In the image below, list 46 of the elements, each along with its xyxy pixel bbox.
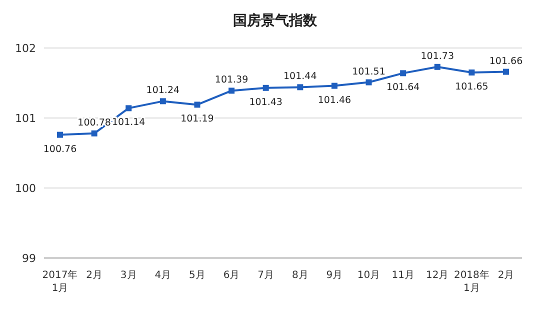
data-label: 101.73	[420, 50, 454, 62]
point	[160, 98, 166, 104]
x-tick-label: 7月	[258, 270, 274, 281]
point	[434, 64, 440, 70]
data-label: 101.43	[249, 96, 282, 108]
x-tick-label: 5月	[189, 270, 206, 281]
x-tick-label: 4月	[154, 270, 172, 281]
x-tick-label: 2月	[86, 270, 102, 281]
data-label: 101.64	[386, 82, 420, 94]
data-label: 100.76	[43, 144, 77, 155]
data-label: 101.14	[112, 117, 146, 128]
data-label: 101.51	[352, 66, 386, 78]
point	[331, 82, 338, 89]
point	[503, 68, 509, 75]
x-tick-label: 9月	[326, 270, 343, 281]
x-tick-label: 12月	[426, 270, 449, 281]
point	[468, 70, 475, 76]
data-label: 101.39	[214, 74, 248, 86]
x-tick-label: 11月	[392, 270, 414, 281]
y-tick-label: 100	[15, 182, 36, 195]
y-tick-label: 99	[22, 252, 36, 265]
x-tick-label: 10月	[357, 270, 380, 281]
y-tick-label: 102	[15, 42, 36, 55]
data-label: 101.65	[455, 82, 488, 92]
point	[57, 132, 63, 138]
point	[91, 130, 98, 136]
x-tick-label: 2017年 1月	[42, 269, 78, 294]
x-tick-label: 2018年 1月	[454, 269, 490, 294]
point	[126, 105, 132, 112]
point	[366, 79, 372, 86]
data-label: 101.46	[318, 94, 352, 106]
x-tick-label: 6月	[223, 270, 240, 281]
x-tick-label: 2月	[498, 270, 514, 281]
data-label: 101.24	[146, 85, 180, 96]
point	[400, 70, 406, 76]
data-label: 101.19	[180, 114, 214, 125]
data-label: 101.44	[284, 71, 317, 82]
y-tick-label: 101	[15, 112, 36, 125]
x-tick-label: 8月	[292, 270, 308, 281]
point	[297, 84, 304, 90]
point	[194, 102, 200, 108]
chart-title: 国房景气指数	[232, 12, 318, 31]
data-label: 101.66	[489, 56, 523, 67]
x-tick-label: 3月	[120, 270, 137, 281]
point	[228, 88, 235, 94]
point	[262, 84, 269, 91]
